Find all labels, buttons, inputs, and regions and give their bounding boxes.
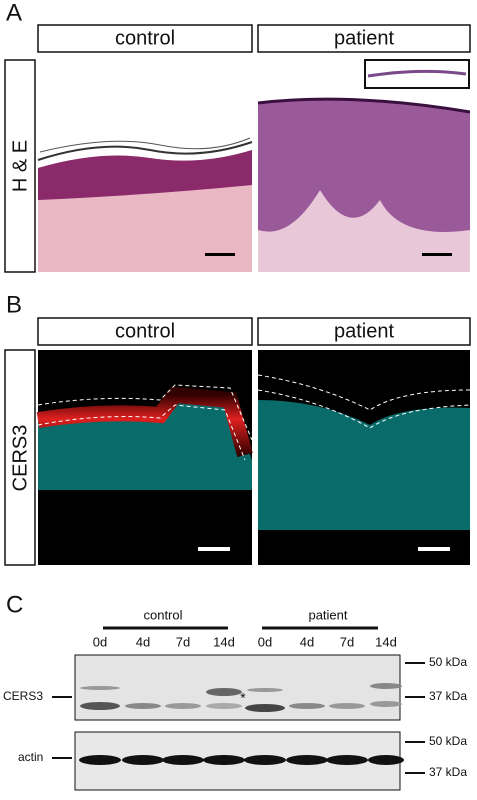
side-box [4,59,36,273]
blot-cers3 [74,654,402,721]
side-box [4,349,36,566]
header-box [37,317,253,346]
column-header: control [115,27,175,49]
stain-label: CERS3 [9,425,31,492]
blot-actin [74,731,404,791]
lane-label: 4d [136,634,150,649]
marker-label: 37 kDa [429,689,467,703]
lane-label: 7d [340,634,354,649]
column-header: control [115,320,175,342]
he-patient-image [257,58,471,272]
column-header: patient [334,27,394,49]
lane-label: 7d [176,634,190,649]
lane-label: 4d [300,634,314,649]
lane-label: 0d [258,634,272,649]
marker-label: 37 kDa [429,765,467,779]
he-control-image [37,58,253,272]
lane-label: 0d [93,634,107,649]
panel-label: C [6,591,23,618]
if-control-image [36,350,253,565]
if-patient-image [257,350,471,565]
row-label: actin [18,750,43,764]
group-label: control [143,607,182,622]
header-box [37,24,253,53]
header-box [257,317,471,346]
lane-label: 14d [213,634,235,649]
stain-label: H & E [9,140,31,192]
asterisk: * [240,690,246,706]
marker-label: 50 kDa [429,734,467,748]
lane-label: 14d [375,634,397,649]
header-box [257,24,471,53]
group-label: patient [308,607,347,622]
panel-label: A [6,0,22,26]
row-label: CERS3 [3,689,43,703]
column-header: patient [334,320,394,342]
panel-label: B [6,291,22,318]
marker-label: 50 kDa [429,655,467,669]
